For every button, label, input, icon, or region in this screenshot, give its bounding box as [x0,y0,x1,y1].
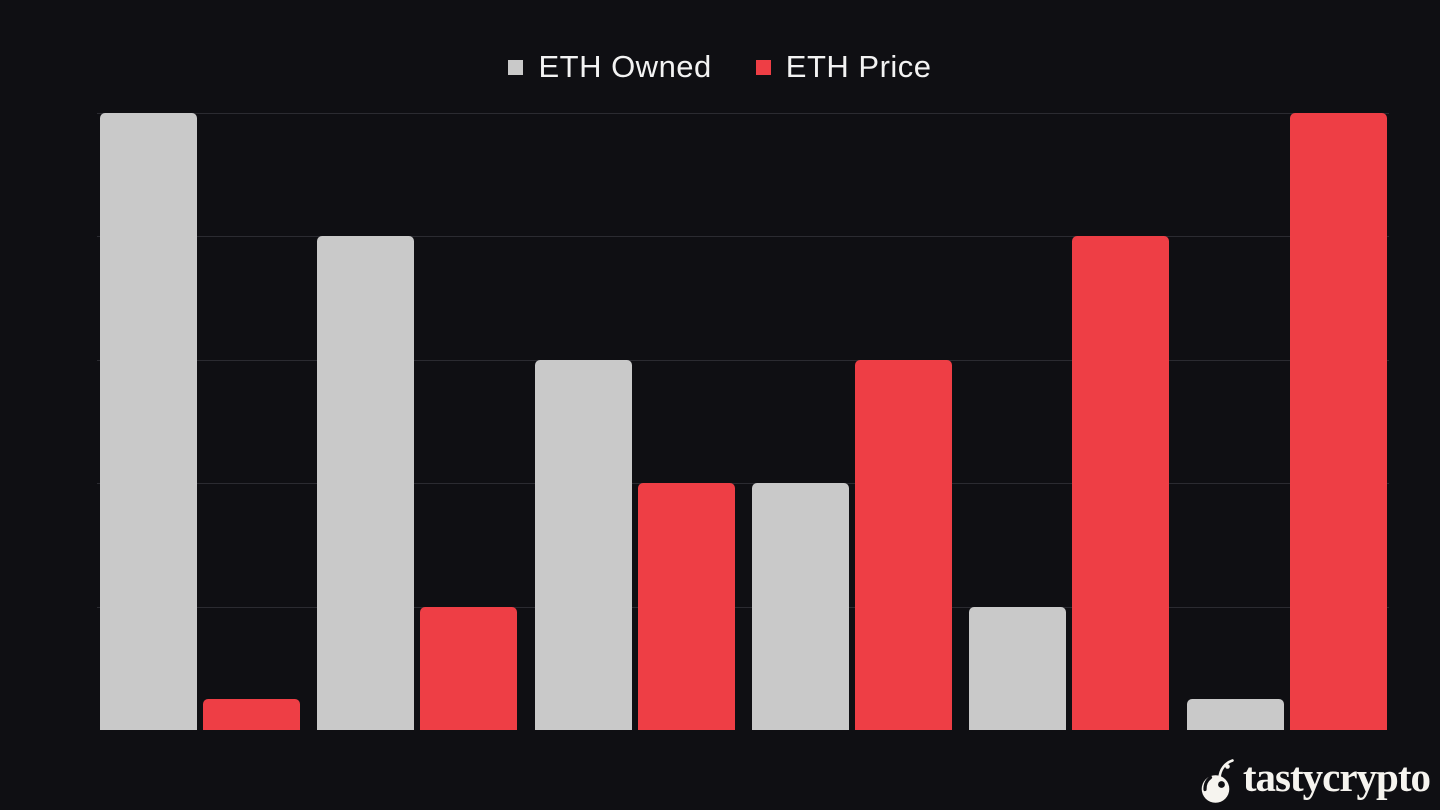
bar-eth-owned-1 [100,113,197,730]
bar-eth-price-1 [203,699,300,730]
cherry-icon [1201,759,1234,803]
legend-item-eth-price: ETH Price [755,49,932,85]
legend-label: ETH Price [785,49,932,84]
gridline-y-40 [97,483,1389,485]
bar-eth-price-3 [637,483,735,730]
legend-item-eth-owned: ETH Owned [508,49,711,85]
legend-swatch-eth-price [755,59,771,75]
bar-eth-price-2 [420,606,518,730]
bar-eth-price-6 [1289,113,1387,730]
gridline-y-20 [97,606,1389,608]
plot-area [97,113,1389,730]
brand-watermark: tastycrypto [1200,752,1431,806]
bar-eth-price-5 [1072,236,1170,730]
bar-eth-owned-5 [969,606,1067,730]
legend-label: ETH Owned [538,49,712,84]
legend-swatch-eth-owned [508,59,524,75]
bar-eth-owned-6 [1186,699,1284,730]
bar-eth-owned-2 [317,236,415,730]
bar-eth-owned-3 [534,359,632,730]
gridline-y-100 [97,113,1389,114]
chart-legend: ETH Owned ETH Price [0,46,1440,88]
gridline-y-80 [97,236,1389,238]
bar-eth-price-4 [855,359,953,730]
bar-eth-owned-4 [752,483,850,730]
brand-name: tastycrypto [1242,753,1431,800]
gridline-y-60 [97,359,1389,361]
